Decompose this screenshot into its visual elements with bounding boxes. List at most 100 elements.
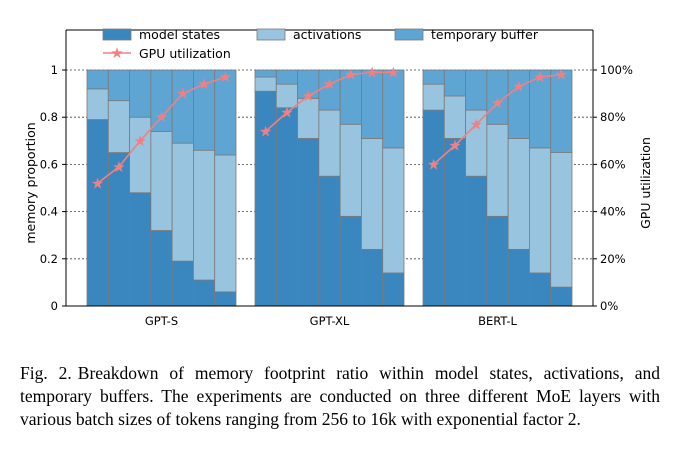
bar-model-states	[382, 272, 405, 307]
bar-temporary-buffer	[107, 69, 130, 102]
bar-model-states	[129, 192, 152, 307]
bar-model-states	[507, 248, 530, 307]
bar-model-states	[275, 107, 298, 307]
gpu-utilization-point: ★	[512, 78, 525, 96]
group-label: GPT-XL	[310, 314, 350, 328]
bar-activations	[254, 76, 277, 92]
bar-temporary-buffer	[382, 69, 405, 149]
left-tick-label: 1	[51, 63, 58, 77]
bar-activations	[129, 116, 152, 194]
gpu-utilization-point: ★	[387, 63, 400, 81]
gpu-utilization-point: ★	[533, 68, 546, 86]
bar-model-states	[443, 138, 466, 307]
memory-breakdown-chart: ★ ★ ★ ★ ★ ★ ★ ★ ★ ★ ★ ★ ★ ★ ★ ★ ★ ★ ★ ★ ★ GPT-S GPT-XL BERT-L 0…	[23, 27, 653, 328]
bar-temporary-buffer	[465, 69, 488, 111]
gpu-utilization-point: ★	[259, 122, 272, 140]
legend-swatch	[102, 28, 132, 41]
bar-model-states	[339, 215, 362, 307]
gpu-utilization-line-segment	[433, 73, 562, 165]
caption-text: Breakdown of memory footprint ratio with…	[20, 363, 660, 429]
bar-model-states	[361, 248, 384, 307]
bar-temporary-buffer	[86, 69, 109, 90]
right-tick-label: 0%	[600, 299, 618, 313]
legend-label: activations	[293, 27, 361, 42]
left-tick-label: 0	[51, 299, 58, 313]
bar-temporary-buffer	[129, 69, 152, 118]
bar-temporary-buffer	[275, 69, 298, 85]
gpu-utilization-point: ★	[323, 75, 336, 93]
left-tick-label: 0.4	[40, 205, 58, 219]
bar-activations	[443, 95, 466, 139]
gpu-utilization-point: ★	[133, 132, 146, 150]
bar-activations	[171, 142, 194, 262]
gpu-utilization-line: ★ ★ ★ ★ ★ ★ ★ ★ ★ ★ ★ ★ ★ ★ ★ ★ ★ ★ ★ ★ ★	[91, 63, 568, 192]
gpu-utilization-point: ★	[448, 137, 461, 155]
gpu-utilization-point: ★	[112, 158, 125, 176]
gpu-utilization-point: ★	[365, 63, 378, 81]
left-tick-label: 0.6	[40, 157, 58, 171]
bar-activations	[318, 109, 341, 177]
bar-activations	[422, 83, 445, 111]
bar-activations	[214, 154, 237, 293]
gpu-utilization-point: ★	[280, 103, 293, 121]
gpu-utilization-line-segment	[265, 71, 394, 132]
right-tick-label: 40%	[600, 205, 626, 219]
bar-temporary-buffer	[254, 69, 277, 78]
bar-model-states	[550, 286, 573, 307]
bar-model-states	[150, 230, 173, 307]
legend-swatch	[394, 28, 424, 41]
group-label: GPT-S	[145, 314, 178, 328]
legend-label: temporary buffer	[431, 27, 539, 42]
gpu-utilization-point: ★	[344, 66, 357, 84]
bar-activations	[150, 130, 173, 231]
bar-model-states	[193, 279, 216, 307]
bar-model-states	[422, 109, 445, 307]
legend-label: model states	[139, 27, 220, 42]
legend-label: GPU utilization	[139, 46, 231, 61]
caption-label: Fig. 2.	[20, 363, 72, 383]
bar-activations	[339, 123, 362, 217]
gpu-utilization-point: ★	[427, 155, 440, 173]
left-tick-label: 0.2	[40, 252, 58, 266]
legend: model states activations temporary buffer ★…	[102, 27, 539, 62]
gpu-utilization-line-segment	[97, 76, 226, 184]
bar-model-states	[465, 175, 488, 307]
gpu-utilization-point: ★	[555, 66, 568, 84]
legend-swatch	[256, 28, 286, 41]
bar-activations	[507, 138, 530, 250]
stacked-bars	[86, 69, 573, 307]
bar-activations	[107, 100, 130, 153]
bar-model-states	[297, 138, 320, 307]
figure-caption: Fig. 2. Breakdown of memory footprint rat…	[20, 362, 660, 431]
bar-temporary-buffer	[422, 69, 445, 85]
bar-activations	[550, 152, 573, 288]
gpu-utilization-point: ★	[176, 85, 189, 103]
gpu-utilization-point: ★	[91, 174, 104, 192]
bar-temporary-buffer	[171, 69, 194, 144]
bar-model-states	[214, 291, 237, 307]
left-axis-label: memory proportion	[23, 122, 38, 243]
axes: GPT-S GPT-XL BERT-L 0 0.2 0.4 0.6 0.8 1 0% 20% 40% 6…	[23, 29, 653, 328]
legend-star-marker: ★	[110, 44, 123, 62]
bar-temporary-buffer	[214, 69, 237, 156]
right-tick-label: 100%	[600, 63, 633, 77]
bar-model-states	[318, 175, 341, 307]
bar-activations	[193, 149, 216, 281]
bar-activations	[529, 147, 552, 274]
bar-temporary-buffer	[443, 69, 466, 97]
bar-activations	[382, 147, 405, 274]
gpu-utilization-point: ★	[469, 115, 482, 133]
bar-temporary-buffer	[550, 69, 573, 153]
bar-model-states	[529, 272, 552, 307]
group-label: BERT-L	[478, 314, 517, 328]
gpu-utilization-point: ★	[155, 108, 168, 126]
left-tick-label: 0.8	[40, 110, 58, 124]
gpu-utilization-point: ★	[197, 75, 210, 93]
bar-model-states	[86, 119, 109, 307]
right-tick-label: 60%	[600, 157, 626, 171]
right-tick-label: 20%	[600, 252, 626, 266]
gpu-utilization-point: ★	[491, 94, 504, 112]
bar-activations	[86, 88, 109, 120]
gpu-utilization-point: ★	[301, 87, 314, 105]
bar-activations	[486, 123, 509, 217]
